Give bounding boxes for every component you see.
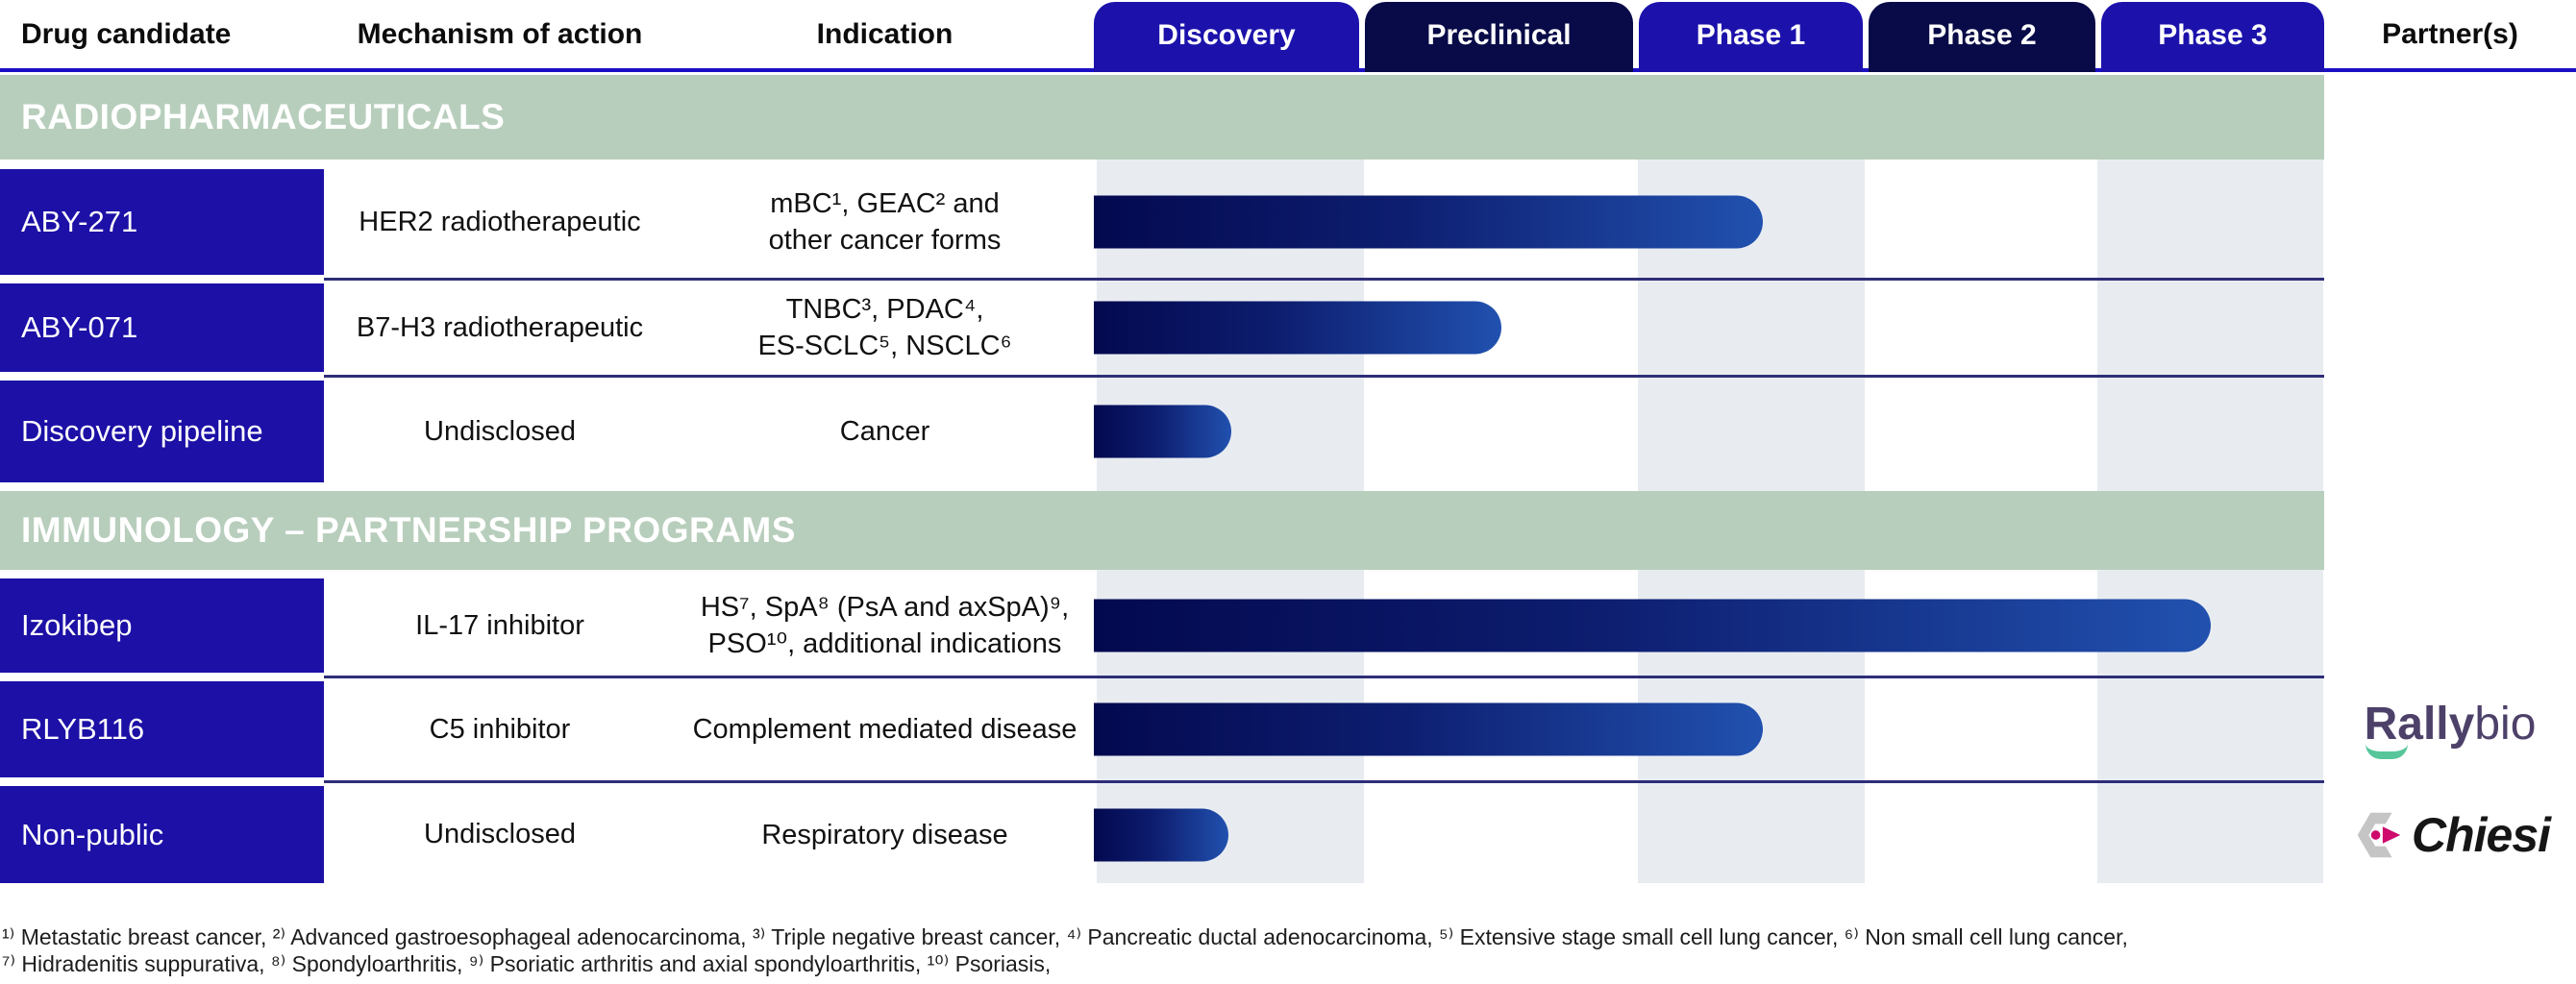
progress-bar <box>1094 195 1764 249</box>
partner-cell: Rallybio <box>2324 681 2576 777</box>
phase-header-tabs: Discovery Preclinical Phase 1 Phase 2 Ph… <box>1094 2 2324 72</box>
progress-bar <box>1094 301 1501 355</box>
pipeline-row-aby-271: ABY-271 HER2 radiotherapeutic mBC¹, GEAC… <box>0 169 2576 275</box>
mechanism-cell: Undisclosed <box>424 819 576 849</box>
indication-cell: Respiratory disease <box>761 819 1008 850</box>
pipeline-row-aby-071: ABY-071 B7-H3 radiotherapeutic TNBC³, PD… <box>0 283 2576 372</box>
column-header-partners: Partner(s) <box>2382 18 2518 50</box>
drug-candidate-cell: ABY-071 <box>0 283 324 372</box>
phase-progress-area <box>1094 169 2324 275</box>
section-title: IMMUNOLOGY – PARTNERSHIP PROGRAMS <box>21 510 796 550</box>
indication-cell: Cancer <box>839 416 930 447</box>
phase-progress-area <box>1094 681 2324 777</box>
phase-progress-area <box>1094 578 2324 673</box>
partner-cell: Chiesi <box>2324 786 2576 883</box>
phase-tab-preclinical: Preclinical <box>1365 2 1633 72</box>
drug-candidate-cell: Discovery pipeline <box>0 381 324 482</box>
mechanism-cell: Undisclosed <box>424 415 576 447</box>
pipeline-row-non-public: Non-public Undisclosed Respiratory disea… <box>0 786 2576 883</box>
column-header-drug-candidate: Drug candidate <box>21 18 232 50</box>
phase-tab-phase-1: Phase 1 <box>1639 2 1863 72</box>
partner-cell <box>2324 381 2576 482</box>
pipeline-row-rlyb116: RLYB116 C5 inhibitor Complement mediated… <box>0 681 2576 777</box>
rallybio-logo-text-light: bio <box>2474 699 2537 750</box>
phase-progress-area <box>1094 786 2324 883</box>
section-title: RADIOPHARMACEUTICALS <box>21 97 506 136</box>
row-separator <box>0 372 2576 381</box>
mechanism-cell: B7-H3 radiotherapeutic <box>356 311 644 343</box>
progress-bar <box>1094 599 2212 652</box>
drug-candidate-cell: RLYB116 <box>0 681 324 777</box>
mechanism-cell: C5 inhibitor <box>429 713 571 745</box>
pipeline-row-izokibep: Izokibep IL-17 inhibitor HS⁷, SpA⁸ (PsA … <box>0 578 2576 673</box>
footnote-line-1: ¹⁾ Metastatic breast cancer, ²⁾ Advanced… <box>2 924 2128 949</box>
phase-progress-area <box>1094 283 2324 372</box>
column-header-mechanism: Mechanism of action <box>357 18 643 50</box>
row-separator <box>0 275 2576 283</box>
mechanism-cell: HER2 radiotherapeutic <box>359 206 641 237</box>
phase-tab-phase-3: Phase 3 <box>2101 2 2324 72</box>
footnotes: ¹⁾ Metastatic breast cancer, ²⁾ Advanced… <box>0 923 2576 977</box>
footnote-line-2: ⁷⁾ Hidradenitis suppurativa, ⁸⁾ Spondylo… <box>2 951 1052 976</box>
drug-candidate-cell: ABY-271 <box>0 169 324 275</box>
indication-cell: HS⁷, SpA⁸ (PsA and axSpA)⁹, PSO¹⁰, addit… <box>700 592 1070 659</box>
partner-cell <box>2324 578 2576 673</box>
drug-candidate-cell: Izokibep <box>0 578 324 673</box>
progress-bar <box>1094 808 1228 861</box>
mechanism-cell: IL-17 inhibitor <box>415 609 584 641</box>
row-separator <box>0 777 2576 786</box>
chiesi-logo: Chiesi <box>2350 806 2551 864</box>
pipeline-row-discovery-pipeline: Discovery pipeline Undisclosed Cancer <box>0 381 2576 482</box>
section-rows-immunology: Izokibep IL-17 inhibitor HS⁷, SpA⁸ (PsA … <box>0 570 2576 883</box>
indication-cell: mBC¹, GEAC² and other cancer forms <box>768 188 1002 256</box>
chiesi-logo-text: Chiesi <box>2411 807 2551 862</box>
phase-progress-area <box>1094 381 2324 482</box>
progress-bar <box>1094 702 1764 756</box>
chiesi-hexagon-icon <box>2357 812 2401 857</box>
indication-cell: Complement mediated disease <box>692 714 1077 745</box>
section-header-radiopharmaceuticals: RADIOPHARMACEUTICALS <box>0 75 2324 160</box>
section-rows-radiopharmaceuticals: ABY-271 HER2 radiotherapeutic mBC¹, GEAC… <box>0 160 2576 491</box>
rallybio-logo: Rallybio <box>2364 699 2537 759</box>
phase3-column-stripe <box>2097 160 2323 491</box>
partner-cell <box>2324 283 2576 372</box>
section-header-immunology: IMMUNOLOGY – PARTNERSHIP PROGRAMS <box>0 491 2324 570</box>
drug-candidate-cell: Non-public <box>0 786 324 883</box>
rallybio-arc-icon <box>2365 744 2408 759</box>
phase-tab-phase-2: Phase 2 <box>1869 2 2095 72</box>
row-separator <box>0 673 2576 681</box>
indication-cell: TNBC³, PDAC⁴, ES-SCLC⁵, NSCLC⁶ <box>757 294 1012 361</box>
phase-tab-discovery: Discovery <box>1094 2 1359 72</box>
column-header-indication: Indication <box>816 18 954 50</box>
partner-cell <box>2324 169 2576 275</box>
progress-bar <box>1094 405 1232 458</box>
rallybio-logo-text-bold: Rally <box>2364 699 2475 750</box>
table-header: Drug candidate Mechanism of action Indic… <box>0 0 2576 72</box>
